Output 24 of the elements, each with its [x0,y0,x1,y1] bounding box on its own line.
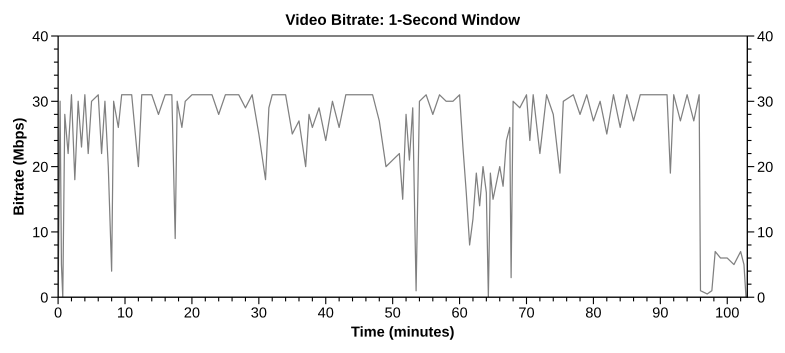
x-tick-label: 40 [318,307,334,318]
y-tick-label: 20 [32,162,48,172]
y2-tick-label: 20 [758,162,773,172]
x-tick-label: 30 [251,307,266,318]
y-tick-label: 40 [32,31,48,42]
x-tick-label: 0 [54,307,62,318]
y-tick-label: 30 [32,96,48,107]
x-tick-label: 100 [716,307,739,318]
x-tick-label: 20 [184,307,200,318]
x-tick-label: 90 [652,307,668,318]
x-tick-label: 70 [519,307,534,318]
y2-tick-label: 0 [758,292,765,303]
y-tick-label: 0 [40,292,48,303]
x-tick-label: 50 [385,307,400,318]
y2-tick-label: 10 [758,227,773,238]
x-axis-title: Time (minutes) [351,326,454,340]
x-tick-label: 10 [118,307,133,318]
x-tick-label: 80 [586,307,601,318]
x-tick-label: 60 [452,307,468,318]
y2-tick-label: 30 [758,96,773,107]
chart-title: Video Bitrate: 1-Second Window [285,14,520,26]
y2-tick-label: 40 [757,31,773,42]
y-axis-title: Bitrate (Mbps) [13,118,27,215]
y-tick-label: 10 [33,227,48,238]
